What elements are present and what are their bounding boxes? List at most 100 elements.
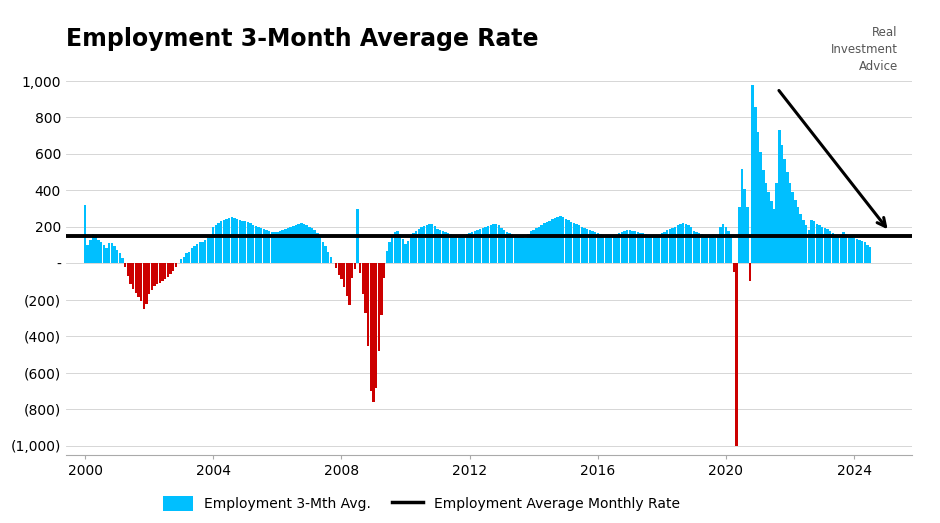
Bar	[632, 231, 634, 264]
Bar	[540, 225, 543, 264]
Bar	[744, 189, 745, 264]
Bar	[648, 235, 650, 264]
Bar	[431, 224, 433, 264]
Bar	[281, 230, 284, 264]
Bar	[493, 224, 494, 264]
Bar	[867, 245, 869, 264]
Bar	[655, 236, 658, 264]
Bar	[572, 223, 575, 264]
Bar	[581, 226, 583, 264]
Bar	[415, 231, 417, 264]
Bar	[306, 225, 308, 264]
Bar	[351, 264, 353, 278]
Bar	[204, 240, 207, 264]
Bar	[693, 231, 695, 264]
Bar	[84, 205, 86, 264]
Bar	[92, 234, 94, 264]
Bar	[118, 254, 121, 264]
Bar	[401, 239, 404, 264]
Bar	[178, 263, 180, 264]
Bar	[337, 264, 340, 275]
Bar	[554, 218, 556, 264]
Bar	[327, 252, 329, 264]
Bar	[314, 230, 316, 264]
Bar	[762, 170, 764, 264]
Bar	[452, 235, 455, 264]
Bar	[650, 235, 652, 264]
Bar	[703, 235, 706, 264]
Bar	[169, 264, 172, 275]
Bar	[159, 264, 161, 282]
Bar	[834, 235, 837, 264]
Bar	[156, 264, 158, 285]
Bar	[477, 230, 478, 264]
Bar	[413, 233, 415, 264]
Bar	[802, 220, 805, 264]
Bar	[813, 221, 815, 264]
Bar	[842, 232, 845, 264]
Bar	[95, 236, 97, 264]
Bar	[546, 222, 548, 264]
Bar	[623, 231, 626, 264]
Bar	[348, 264, 351, 305]
Bar	[522, 237, 525, 264]
Bar	[220, 221, 223, 264]
Bar	[292, 226, 294, 264]
Bar	[367, 264, 369, 346]
Bar	[463, 235, 465, 264]
Bar	[356, 209, 359, 264]
Bar	[826, 229, 829, 264]
Bar	[255, 226, 258, 264]
Bar	[674, 226, 677, 264]
Bar	[260, 228, 262, 264]
Bar	[308, 227, 310, 264]
Bar	[233, 218, 236, 264]
Bar	[180, 259, 182, 264]
Bar	[714, 237, 716, 264]
Bar	[556, 218, 559, 264]
Bar	[324, 246, 326, 264]
Bar	[602, 235, 604, 264]
Bar	[89, 240, 91, 264]
Bar	[618, 233, 620, 264]
Bar	[706, 236, 709, 264]
Bar	[821, 227, 823, 264]
Bar	[436, 229, 439, 264]
Bar	[610, 238, 612, 264]
Bar	[108, 243, 110, 264]
Legend: Employment 3-Mth Avg., Employment Average Monthly Rate: Employment 3-Mth Avg., Employment Averag…	[157, 491, 685, 517]
Bar	[594, 232, 596, 264]
Bar	[829, 231, 831, 264]
Bar	[516, 236, 519, 264]
Bar	[506, 232, 509, 264]
Bar	[783, 160, 786, 264]
Bar	[124, 264, 126, 267]
Bar	[362, 264, 364, 294]
Bar	[578, 225, 580, 264]
Text: Real
Investment
Advice: Real Investment Advice	[831, 26, 898, 73]
Bar	[455, 236, 458, 264]
Bar	[696, 232, 697, 264]
Bar	[146, 264, 148, 304]
Bar	[738, 207, 741, 264]
Bar	[839, 238, 842, 264]
Bar	[116, 250, 118, 264]
Bar	[194, 246, 196, 264]
Bar	[680, 224, 682, 264]
Bar	[274, 232, 275, 264]
Bar	[474, 231, 477, 264]
Bar	[538, 228, 540, 264]
Bar	[364, 264, 367, 313]
Bar	[786, 172, 789, 264]
Bar	[776, 183, 778, 264]
Bar	[767, 192, 770, 264]
Bar	[700, 234, 703, 264]
Bar	[185, 254, 188, 264]
Bar	[626, 230, 628, 264]
Bar	[810, 220, 812, 264]
Bar	[271, 232, 274, 264]
Bar	[228, 218, 230, 264]
Bar	[588, 230, 591, 264]
Bar	[719, 226, 722, 264]
Bar	[127, 264, 129, 276]
